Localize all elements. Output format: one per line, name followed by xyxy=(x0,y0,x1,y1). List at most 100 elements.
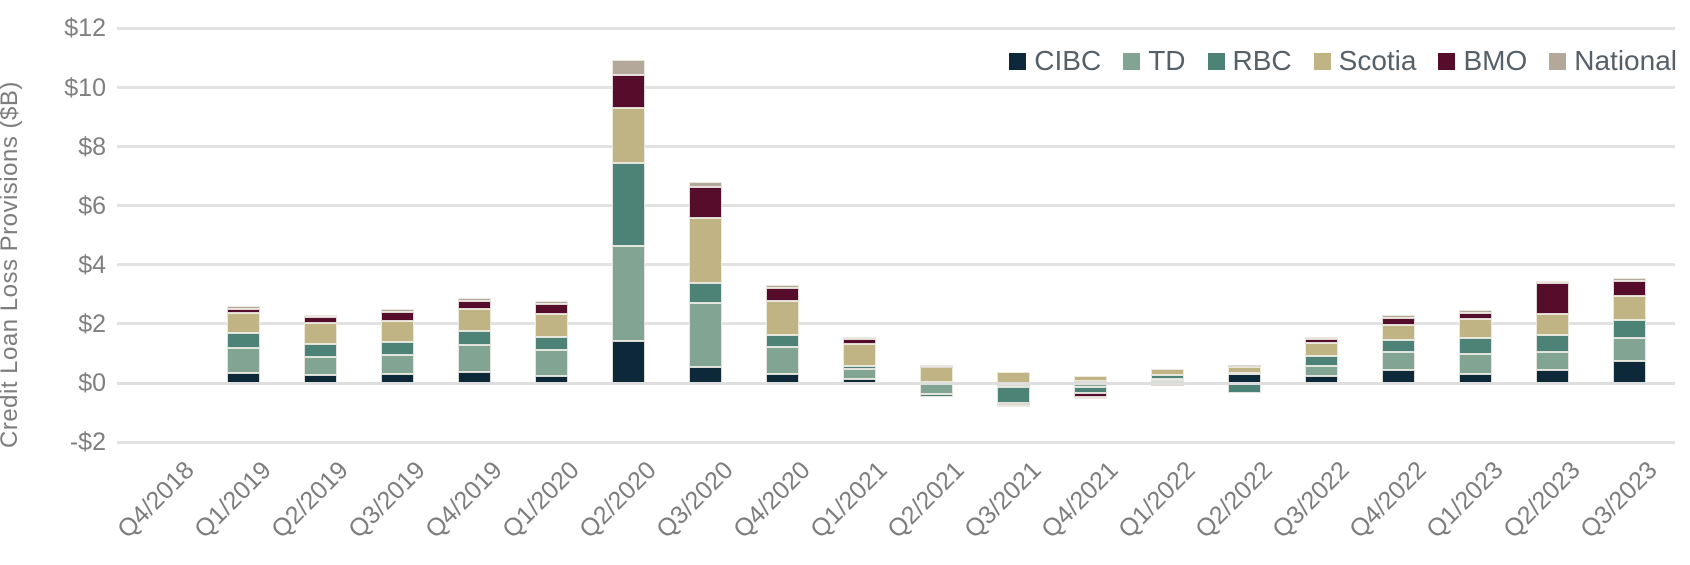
bar-segment-scotia-Q4-2022 xyxy=(1381,324,1415,341)
bar-segment-scotia-Q2-2019 xyxy=(303,323,337,344)
bar-segment-national-Q2-2019 xyxy=(303,315,337,318)
gridline-$4 xyxy=(117,263,1675,267)
x-tick-label-Q3-2023: Q3/2023 xyxy=(1575,456,1663,544)
bar-segment-national-Q4-2021 xyxy=(1073,397,1107,400)
bar-segment-national-Q3-2020 xyxy=(688,182,722,188)
legend: CIBC TD RBC Scotia BMO National xyxy=(1009,47,1677,75)
legend-label-bmo: BMO xyxy=(1463,45,1528,76)
bar-segment-bmo-Q2-2019 xyxy=(303,317,337,324)
bar-segment-rbc-Q3-2021 xyxy=(996,387,1030,404)
bar-segment-rbc-Q1-2019 xyxy=(226,332,260,348)
x-tick-label-Q4-2020: Q4/2020 xyxy=(728,456,816,544)
bar-segment-rbc-Q1-2021 xyxy=(842,366,876,370)
y-tick-label: $2 xyxy=(78,309,106,338)
legend-item-td: TD xyxy=(1123,47,1186,75)
bar-segment-national-Q4-2020 xyxy=(765,284,799,289)
x-tick-label-Q2-2021: Q2/2021 xyxy=(882,456,970,544)
x-tick-label-Q4-2022: Q4/2022 xyxy=(1344,456,1432,544)
legend-item-cibc: CIBC xyxy=(1009,47,1101,75)
bar-segment-rbc-Q4-2019 xyxy=(457,330,491,346)
x-tick-label-Q1-2023: Q1/2023 xyxy=(1421,456,1509,544)
x-tick-label-Q3-2019: Q3/2019 xyxy=(343,456,431,544)
bar-segment-bmo-Q2-2020 xyxy=(611,74,645,108)
legend-item-rbc: RBC xyxy=(1207,47,1292,75)
bar-segment-rbc-Q2-2022 xyxy=(1227,383,1261,394)
legend-swatch-bmo xyxy=(1438,52,1456,70)
bar-segment-national-Q3-2019 xyxy=(380,309,414,313)
gridline-$8 xyxy=(117,145,1675,149)
y-tick-label: $10 xyxy=(64,73,106,102)
bar-segment-td-Q1-2020 xyxy=(534,349,568,377)
bar-segment-rbc-Q2-2019 xyxy=(303,343,337,357)
bar-segment-national-Q1-2019 xyxy=(226,306,260,309)
x-tick-label-Q3-2022: Q3/2022 xyxy=(1267,456,1355,544)
bar-segment-rbc-Q3-2022 xyxy=(1304,355,1338,366)
bar-segment-national-Q1-2023 xyxy=(1458,310,1492,313)
bar-segment-rbc-Q3-2020 xyxy=(688,282,722,303)
bar-segment-scotia-Q3-2019 xyxy=(380,321,414,343)
bar-segment-scotia-Q2-2023 xyxy=(1535,313,1569,335)
y-tick-label: $6 xyxy=(78,191,106,220)
bar-segment-scotia-Q3-2023 xyxy=(1612,295,1646,321)
legend-swatch-cibc xyxy=(1009,52,1027,70)
bar-segment-rbc-Q3-2019 xyxy=(380,342,414,355)
bar-segment-scotia-Q4-2021 xyxy=(1073,375,1107,381)
legend-item-bmo: BMO xyxy=(1438,47,1527,75)
bar-segment-scotia-Q2-2020 xyxy=(611,107,645,163)
bar-segment-rbc-Q1-2022 xyxy=(1150,375,1184,379)
zero-axis-line xyxy=(117,381,1675,385)
bar-segment-national-Q1-2021 xyxy=(842,336,876,339)
bar-segment-td-Q2-2023 xyxy=(1535,352,1569,370)
x-tick-label-Q4-2018: Q4/2018 xyxy=(112,456,200,544)
y-tick-label: $0 xyxy=(78,369,106,397)
y-tick-label: $12 xyxy=(64,14,106,43)
bar-segment-bmo-Q4-2021 xyxy=(1073,393,1107,398)
bar-segment-bmo-Q3-2019 xyxy=(380,312,414,322)
bar-segment-rbc-Q3-2023 xyxy=(1612,320,1646,339)
y-tick-label: $8 xyxy=(78,132,106,161)
bar-segment-td-Q2-2019 xyxy=(303,356,337,376)
x-tick-label-Q1-2022: Q1/2022 xyxy=(1113,456,1201,544)
x-tick-label-Q4-2021: Q4/2021 xyxy=(1036,456,1124,544)
bar-segment-bmo-Q1-2020 xyxy=(534,304,568,315)
bar-segment-rbc-Q2-2021 xyxy=(919,394,953,398)
bar-segment-td-Q3-2019 xyxy=(380,354,414,375)
x-tick-label-Q2-2023: Q2/2023 xyxy=(1498,456,1586,544)
bar-segment-bmo-Q4-2022 xyxy=(1381,317,1415,325)
x-tick-label-Q1-2021: Q1/2021 xyxy=(805,456,893,544)
legend-swatch-rbc xyxy=(1207,52,1225,70)
bar-segment-bmo-Q1-2019 xyxy=(226,308,260,314)
y-tick-label: $4 xyxy=(78,250,106,279)
bar-segment-rbc-Q2-2020 xyxy=(611,162,645,247)
x-tick-label-Q1-2020: Q1/2020 xyxy=(497,456,585,544)
bar-segment-scotia-Q2-2022 xyxy=(1227,366,1261,374)
bar-segment-td-Q3-2022 xyxy=(1304,365,1338,376)
y-tick-label: -$2 xyxy=(69,428,106,457)
legend-item-scotia: Scotia xyxy=(1313,47,1416,75)
legend-label-national: National xyxy=(1574,45,1677,76)
bar-segment-td-Q4-2020 xyxy=(765,347,799,375)
gridline-$2 xyxy=(117,322,1675,326)
gridline-$6 xyxy=(117,204,1675,208)
bar-segment-td-Q4-2019 xyxy=(457,345,491,372)
bar-segment-scotia-Q3-2022 xyxy=(1304,343,1338,356)
legend-item-national: National xyxy=(1549,47,1677,75)
bar-segment-bmo-Q4-2019 xyxy=(457,301,491,309)
x-tick-label-Q2-2020: Q2/2020 xyxy=(574,456,662,544)
bar-segment-bmo-Q3-2023 xyxy=(1612,281,1646,296)
bar-segment-bmo-Q2-2022 xyxy=(1227,365,1261,368)
bar-segment-scotia-Q1-2022 xyxy=(1150,368,1184,376)
bar-segment-rbc-Q1-2020 xyxy=(534,336,568,350)
bar-segment-rbc-Q1-2023 xyxy=(1458,338,1492,354)
bar-segment-bmo-Q3-2022 xyxy=(1304,339,1338,344)
x-tick-label-Q1-2019: Q1/2019 xyxy=(189,456,277,544)
x-tick-label-Q2-2022: Q2/2022 xyxy=(1190,456,1278,544)
bar-segment-td-Q2-2022 xyxy=(1227,373,1261,376)
bar-segment-national-Q3-2022 xyxy=(1304,337,1338,340)
bar-segment-rbc-Q4-2022 xyxy=(1381,340,1415,352)
bar-segment-national-Q4-2022 xyxy=(1381,315,1415,318)
bar-segment-rbc-Q2-2023 xyxy=(1535,334,1569,353)
bar-segment-national-Q4-2019 xyxy=(457,297,491,302)
bar-segment-bmo-Q3-2020 xyxy=(688,187,722,219)
